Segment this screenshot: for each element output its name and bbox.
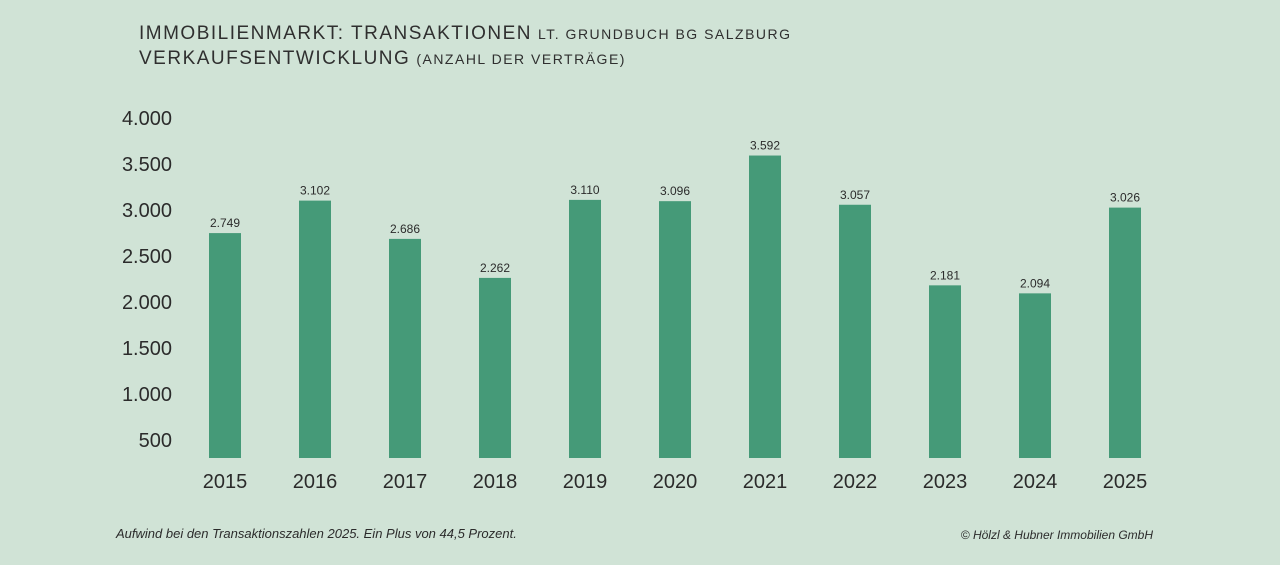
x-tick-label: 2022 xyxy=(833,471,878,493)
bar-value-label: 2.181 xyxy=(930,268,960,282)
x-tick-label: 2020 xyxy=(653,471,698,493)
bar-value-label: 3.110 xyxy=(570,183,599,197)
x-tick-label: 2023 xyxy=(923,471,968,493)
x-tick-label: 2024 xyxy=(1013,471,1058,493)
chart-title: IMMOBILIENMARKT: TRANSAKTIONEN xyxy=(139,23,533,44)
y-tick-label: 1.500 xyxy=(122,338,172,360)
bar-value-label: 2.094 xyxy=(1020,276,1050,290)
bar xyxy=(1109,207,1141,458)
bar xyxy=(929,285,961,458)
bar-value-label: 3.096 xyxy=(660,184,690,198)
footer-note: Aufwind bei den Transaktionszahlen 2025.… xyxy=(116,526,517,541)
x-axis: 2015 2016 2017 2018 2019 2020 2021 2022 2023 2024… xyxy=(203,471,1148,493)
chart-subtitle: VERKAUFSENTWICKLUNG xyxy=(139,48,411,69)
bar xyxy=(209,233,241,458)
bar-value-label: 2.686 xyxy=(390,222,420,236)
chart-title-block: IMMOBILIENMARKT: TRANSAKTIONEN LT. GRUNDB… xyxy=(139,22,792,72)
title-line-2: VERKAUFSENTWICKLUNG (ANZAHL DER VERTRÄGE) xyxy=(139,47,792,72)
y-tick-label: 2.500 xyxy=(122,246,172,268)
bar-value-label: 3.057 xyxy=(840,188,870,202)
x-tick-label: 2021 xyxy=(743,471,788,493)
bar xyxy=(659,201,691,458)
chart-title-source: LT. GRUNDBUCH BG SALZBURG xyxy=(538,26,792,42)
chart-subtitle-unit: (ANZAHL DER VERTRÄGE) xyxy=(416,51,626,67)
copyright-text: © Hölzl & Hubner Immobilien GmbH xyxy=(960,528,1153,542)
bar-value-label: 3.026 xyxy=(1110,191,1140,205)
x-tick-label: 2017 xyxy=(383,471,428,493)
x-tick-label: 2015 xyxy=(203,471,248,493)
y-tick-label: 3.500 xyxy=(122,154,172,176)
bar-value-label: 2.262 xyxy=(480,261,510,275)
bar-value-label: 3.592 xyxy=(750,139,780,153)
x-tick-label: 2025 xyxy=(1103,471,1148,493)
bar xyxy=(389,238,421,458)
bar-value-label: 3.102 xyxy=(300,184,330,198)
bar xyxy=(1019,293,1051,458)
bar xyxy=(749,155,781,458)
bar xyxy=(299,200,331,458)
y-tick-label: 2.000 xyxy=(122,292,172,314)
bar xyxy=(839,204,871,458)
y-axis: 500 1.000 1.500 2.000 2.500 3.000 3.500 4.000 xyxy=(122,108,172,452)
bar xyxy=(569,199,601,458)
y-tick-label: 4.000 xyxy=(122,108,172,130)
x-tick-label: 2019 xyxy=(563,471,608,493)
y-tick-label: 1.000 xyxy=(122,384,172,406)
bars-group: 2.749 3.102 2.686 2.262 3.110 3.096 3.592 3.057… xyxy=(209,139,1141,458)
bar xyxy=(479,277,511,458)
x-tick-label: 2018 xyxy=(473,471,518,493)
y-tick-label: 500 xyxy=(139,430,172,452)
bar-value-label: 2.749 xyxy=(210,216,240,230)
x-tick-label: 2016 xyxy=(293,471,338,493)
title-line-1: IMMOBILIENMARKT: TRANSAKTIONEN LT. GRUNDB… xyxy=(139,22,792,47)
y-tick-label: 3.000 xyxy=(122,200,172,222)
